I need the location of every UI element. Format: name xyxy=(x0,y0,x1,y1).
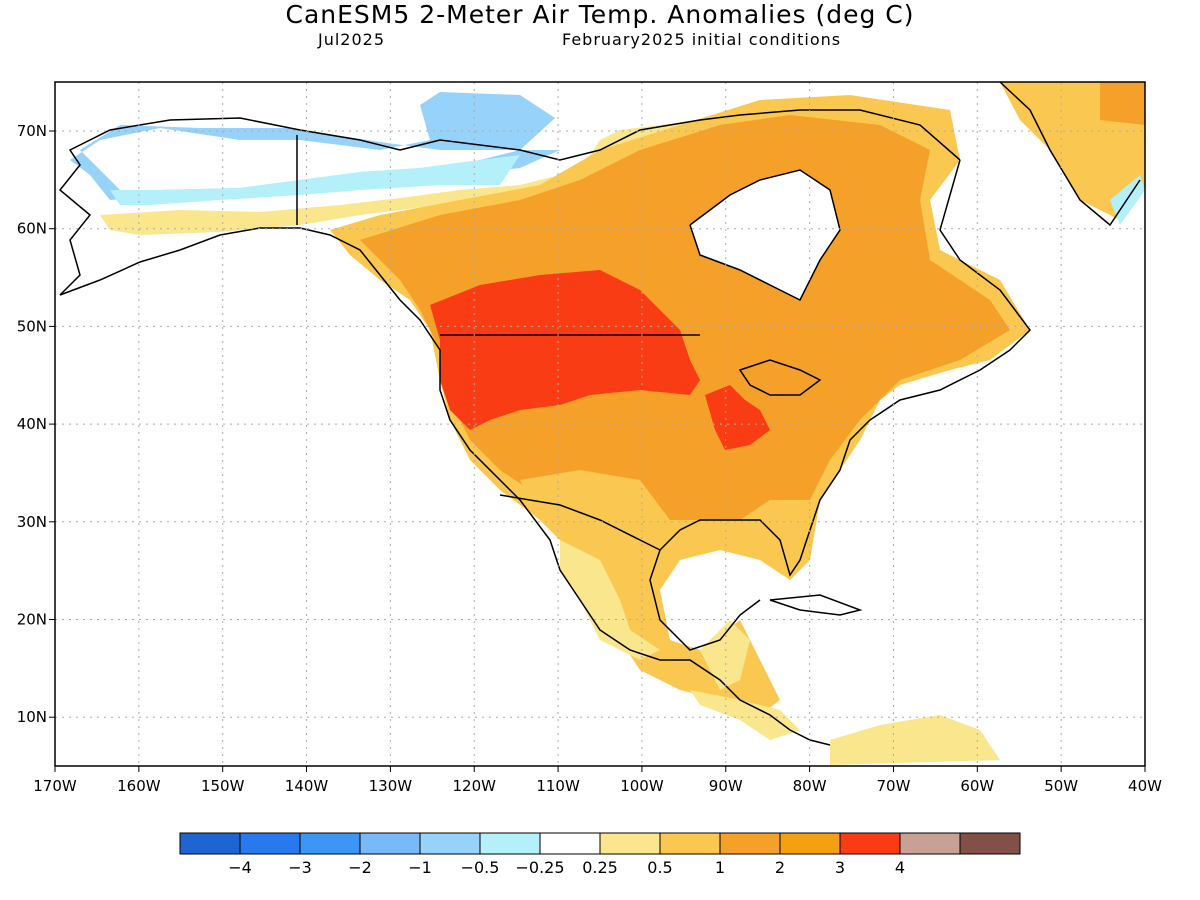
longitude-axis: 170W 160W 150W 140W 130W 120W 110W 100W 90W 80W 70… xyxy=(33,766,1162,795)
anomaly-fill-layer xyxy=(70,82,1145,765)
coastline-hudson xyxy=(689,169,841,302)
warm-light-central-america xyxy=(690,690,800,740)
colorbar-swatch xyxy=(539,832,601,855)
colorbar-swatch xyxy=(479,832,541,855)
colorbar-swatch xyxy=(959,832,1021,855)
colorbar-swatch xyxy=(299,832,361,855)
greenland-orange xyxy=(1100,82,1145,125)
forecast-month: Jul2025 xyxy=(318,30,386,49)
colorbar-label: −4 xyxy=(228,858,252,877)
coastline-east xyxy=(649,159,1031,651)
lon-label: 130W xyxy=(369,777,413,795)
colorbar-label: 1 xyxy=(715,858,725,877)
great-lakes xyxy=(738,359,822,396)
colorbar-legend: −4 −3 −2 −1 −0.5 −0.25 0.25 0.5 1 2 3 4 xyxy=(179,832,1021,877)
map-title: CanESM5 2-Meter Air Temp. Anomalies (deg… xyxy=(285,0,915,29)
us-mexico-border xyxy=(499,494,661,551)
colorbar-label: −3 xyxy=(288,858,312,877)
cold-anomaly-band-light xyxy=(110,155,520,205)
latitude-axis: 70N 60N 50N 40N 30N 20N 10N xyxy=(17,122,55,726)
coastline-greenland xyxy=(999,81,1141,227)
graticule xyxy=(55,82,1145,766)
colorbar-swatch xyxy=(599,832,661,855)
lon-label: 80W xyxy=(793,777,827,795)
colorbar-label: −0.5 xyxy=(461,858,500,877)
lon-label: 40W xyxy=(1128,777,1162,795)
hot-anomaly-midwest xyxy=(705,385,770,450)
initial-conditions: February2025 initial conditions xyxy=(562,30,842,49)
lon-label: 110W xyxy=(536,777,580,795)
coastline-alaska xyxy=(58,117,401,296)
lon-label: 90W xyxy=(709,777,743,795)
coastline-north-america xyxy=(59,227,831,746)
colorbar-label: 3 xyxy=(835,858,845,877)
colorbar-label: −1 xyxy=(408,858,432,877)
lat-label: 10N xyxy=(17,708,47,726)
lat-label: 40N xyxy=(17,415,47,433)
lon-label: 140W xyxy=(285,777,329,795)
hot-anomaly-plains xyxy=(430,270,700,430)
warm-light-south-america xyxy=(830,715,1000,765)
colorbar-swatch xyxy=(419,832,481,855)
colorbar-swatch xyxy=(359,832,421,855)
colorbar-swatch xyxy=(899,832,961,855)
colorbar-label: −0.25 xyxy=(515,858,564,877)
warm-anomaly-southwest xyxy=(520,470,670,600)
lon-label: 60W xyxy=(960,777,994,795)
lat-label: 30N xyxy=(17,513,47,531)
lon-label: 70W xyxy=(877,777,911,795)
colorbar-swatch xyxy=(779,832,841,855)
lon-label: 100W xyxy=(620,777,664,795)
colorbar-label: −2 xyxy=(348,858,372,877)
colorbar-label: 0.25 xyxy=(582,858,618,877)
coastline-arctic xyxy=(399,109,961,161)
lon-label: 170W xyxy=(33,777,77,795)
colorbar-swatch xyxy=(179,832,241,855)
colorbar-swatch xyxy=(839,832,901,855)
colorbar-swatch xyxy=(239,832,301,855)
colorbar-label: 2 xyxy=(775,858,785,877)
lon-label: 50W xyxy=(1044,777,1078,795)
warm-light-yucatan xyxy=(700,620,750,690)
lat-label: 60N xyxy=(17,220,47,238)
lat-label: 20N xyxy=(17,611,47,629)
colorbar-swatch xyxy=(719,832,781,855)
colorbar-swatch xyxy=(659,832,721,855)
colorbar-label: 0.5 xyxy=(647,858,672,877)
warm-anomaly-orange xyxy=(360,115,1010,560)
lat-label: 50N xyxy=(17,317,47,335)
colorbar-label: 4 xyxy=(895,858,905,877)
warm-light-mexico xyxy=(560,540,660,660)
cuba xyxy=(769,594,863,616)
coastline-layer xyxy=(58,81,1141,746)
lon-label: 120W xyxy=(452,777,496,795)
lon-label: 160W xyxy=(117,777,161,795)
lon-label: 150W xyxy=(201,777,245,795)
hudson-neutral-overlay xyxy=(690,170,840,300)
lat-label: 70N xyxy=(17,122,47,140)
